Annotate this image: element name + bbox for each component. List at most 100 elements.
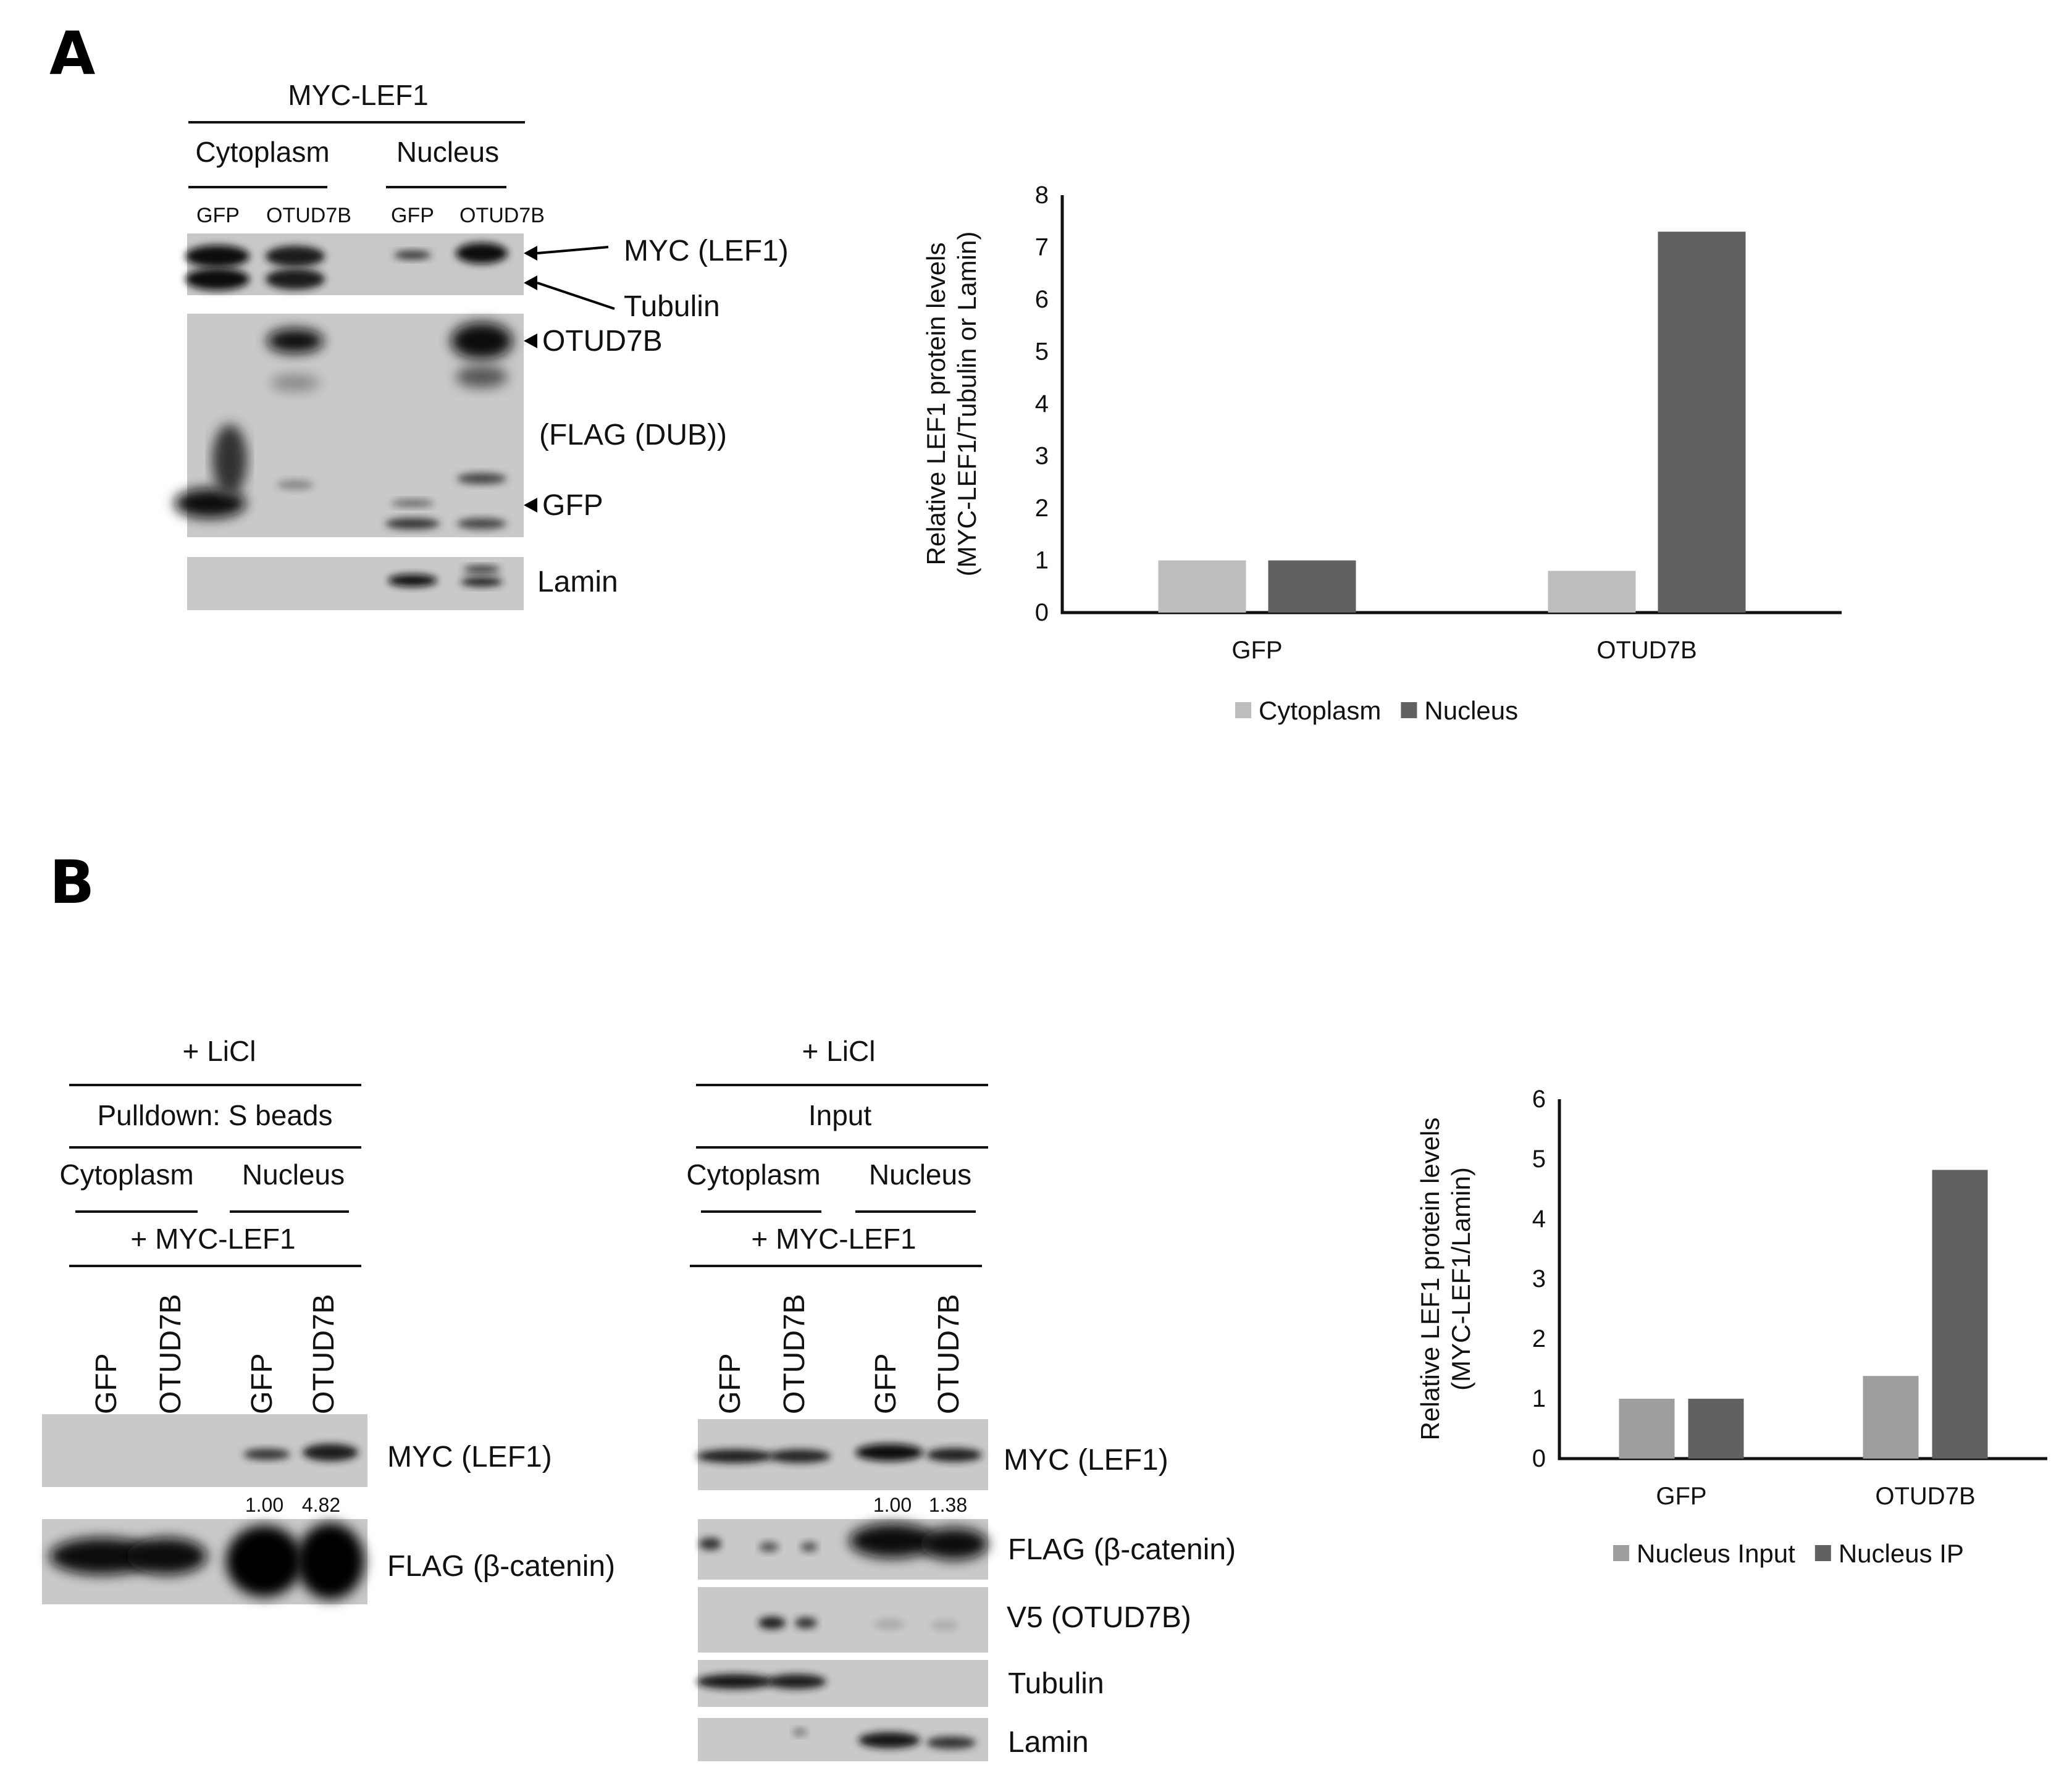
leader-tubulin bbox=[537, 282, 615, 310]
left-label-flag: FLAG (β-catenin) bbox=[387, 1550, 615, 1583]
panel-a-label-myc: MYC (LEF1) bbox=[624, 235, 789, 267]
chart-b-ytick-label-0: 0 bbox=[1532, 1445, 1546, 1472]
chart-b-legend-label-0: Nucleus Input bbox=[1637, 1539, 1795, 1568]
blot-b-mid-v5 bbox=[698, 1587, 988, 1653]
chart-a-ytick-label-7: 7 bbox=[1035, 234, 1049, 261]
chart-a-ytick-label-4: 4 bbox=[1035, 390, 1049, 417]
left-group-nucleus: Nucleus bbox=[242, 1158, 345, 1191]
chart-a-bar-gfp-1 bbox=[1268, 560, 1356, 613]
chart-b-ylabel-line2: (MYC-LEF1/Lamin) bbox=[1446, 1167, 1475, 1391]
chart-a: 0 1 2 3 4 5 6 7 8 Relative LEF1 protein levels (MY… bbox=[921, 182, 1842, 725]
mid-header3: + MYC-LEF1 bbox=[751, 1223, 916, 1255]
panel-b-label: B bbox=[49, 848, 94, 917]
arrowhead-myc bbox=[524, 246, 537, 261]
chart-a-ytick-label-2: 2 bbox=[1035, 495, 1049, 522]
chart-a-legend-swatch-1 bbox=[1401, 702, 1417, 718]
mid-lane-4: OTUD7B bbox=[933, 1294, 965, 1414]
blot-b-mid-flag bbox=[698, 1519, 988, 1580]
panel-a-label-tubulin: Tubulin bbox=[624, 290, 720, 323]
chart-a-legend-swatch-0 bbox=[1235, 702, 1251, 718]
arrowhead-tubulin bbox=[524, 275, 537, 290]
chart-a-legend-label-0: Cytoplasm bbox=[1259, 696, 1381, 725]
chart-a-ylabel-line1: Relative LEF1 protein levels bbox=[921, 243, 950, 566]
chart-b-xtick-label-1: OTUD7B bbox=[1875, 1483, 1975, 1510]
chart-a-bar-otud7b-0 bbox=[1548, 571, 1636, 613]
chart-b-legend-swatch-1 bbox=[1814, 1545, 1831, 1561]
arrowhead-otud7b bbox=[524, 333, 537, 348]
mid-group-cytoplasm: Cytoplasm bbox=[686, 1158, 820, 1191]
blot-b-mid-tubulin bbox=[697, 1660, 988, 1707]
blot-b-mid-lamin bbox=[698, 1718, 988, 1761]
chart-b-ytick-label-5: 5 bbox=[1532, 1146, 1546, 1173]
blot-a-flag bbox=[174, 314, 524, 537]
chart-a-bar-otud7b-1 bbox=[1658, 232, 1746, 613]
blot-a-lamin bbox=[187, 557, 524, 610]
chart-b-ytick-label-1: 1 bbox=[1532, 1385, 1546, 1412]
mid-quant-2: 1.38 bbox=[929, 1494, 967, 1516]
left-lane-1: GFP bbox=[90, 1353, 123, 1414]
mid-header1: + LiCl bbox=[802, 1035, 876, 1067]
chart-a-bar-gfp-0 bbox=[1158, 560, 1246, 613]
chart-b-bar-otud7b-0 bbox=[1863, 1376, 1919, 1459]
leader-myc bbox=[537, 246, 609, 254]
panel-a-group-cytoplasm: Cytoplasm bbox=[195, 136, 329, 168]
left-lane-2: OTUD7B bbox=[154, 1294, 187, 1414]
chart-b-bar-gfp-0 bbox=[1619, 1399, 1675, 1459]
chart-b: 0 1 2 3 4 5 6 Relative LEF1 protein levels (MYC-… bbox=[1416, 1086, 2047, 1568]
mid-label-lamin: Lamin bbox=[1008, 1726, 1089, 1759]
chart-a-ylabel-line2: (MYC-LEF1/Tubulin or Lamin) bbox=[952, 232, 981, 577]
blot-a-myc-tubulin bbox=[185, 233, 524, 295]
chart-b-ytick-label-2: 2 bbox=[1532, 1325, 1546, 1352]
arrowhead-gfp bbox=[524, 498, 537, 513]
blot-b-mid-myc bbox=[697, 1419, 988, 1490]
mid-header2: Input bbox=[808, 1099, 872, 1131]
panel-a-label-otud7b: OTUD7B bbox=[542, 325, 663, 358]
chart-b-ytick-label-3: 3 bbox=[1532, 1265, 1546, 1293]
blot-b-left-myc bbox=[42, 1414, 367, 1487]
left-header2: Pulldown: S beads bbox=[97, 1099, 332, 1131]
chart-a-ytick-label-8: 8 bbox=[1035, 182, 1049, 209]
chart-b-legend-label-1: Nucleus IP bbox=[1839, 1539, 1964, 1568]
mid-lane-2: OTUD7B bbox=[778, 1294, 811, 1414]
chart-a-xtick-label-1: OTUD7B bbox=[1596, 637, 1697, 664]
panel-a-label-lamin: Lamin bbox=[537, 566, 618, 598]
panel-a-group-nucleus: Nucleus bbox=[396, 136, 499, 168]
left-header1: + LiCl bbox=[183, 1035, 256, 1067]
panel-a-lane-4: OTUD7B bbox=[459, 204, 545, 227]
mid-lane-3: GFP bbox=[870, 1353, 902, 1414]
chart-b-ytick-label-4: 4 bbox=[1532, 1205, 1546, 1233]
chart-a-ytick-label-1: 1 bbox=[1035, 547, 1049, 574]
mid-group-nucleus: Nucleus bbox=[869, 1158, 971, 1191]
mid-label-myc: MYC (LEF1) bbox=[1004, 1444, 1168, 1477]
panel-a-label: A bbox=[49, 19, 95, 88]
chart-a-ytick-label-0: 0 bbox=[1035, 599, 1049, 626]
mid-lane-1: GFP bbox=[714, 1353, 747, 1414]
chart-a-legend-label-1: Nucleus bbox=[1424, 696, 1518, 725]
left-group-cytoplasm: Cytoplasm bbox=[59, 1158, 193, 1191]
chart-b-ytick-label-6: 6 bbox=[1532, 1086, 1546, 1113]
chart-a-ytick-label-3: 3 bbox=[1035, 443, 1049, 470]
chart-b-bar-otud7b-1 bbox=[1932, 1170, 1988, 1459]
chart-b-xtick-label-0: GFP bbox=[1656, 1483, 1706, 1510]
left-lane-3: GFP bbox=[246, 1353, 279, 1414]
mid-label-v5: V5 (OTUD7B) bbox=[1007, 1601, 1191, 1634]
panel-a-header-top: MYC-LEF1 bbox=[288, 79, 428, 111]
chart-b-bar-gfp-1 bbox=[1688, 1399, 1744, 1459]
mid-quant-1: 1.00 bbox=[873, 1494, 912, 1516]
blot-b-left-flag bbox=[42, 1519, 367, 1604]
left-header3: + MYC-LEF1 bbox=[130, 1223, 295, 1255]
panel-a-label-flag: (FLAG (DUB)) bbox=[539, 419, 727, 451]
panel-a-lane-1: GFP bbox=[196, 204, 240, 227]
mid-label-tubulin: Tubulin bbox=[1008, 1667, 1104, 1700]
chart-a-ytick-label-6: 6 bbox=[1035, 286, 1049, 313]
chart-a-ytick-label-5: 5 bbox=[1035, 338, 1049, 366]
chart-b-legend-swatch-0 bbox=[1613, 1545, 1629, 1561]
mid-label-flag: FLAG (β-catenin) bbox=[1008, 1533, 1236, 1566]
left-quant-1: 1.00 bbox=[245, 1494, 283, 1516]
panel-a-lane-3: GFP bbox=[391, 204, 434, 227]
panel-a-lane-2: OTUD7B bbox=[266, 204, 351, 227]
left-lane-4: OTUD7B bbox=[308, 1294, 340, 1414]
panel-a-label-gfp: GFP bbox=[542, 489, 603, 522]
chart-a-xtick-label-0: GFP bbox=[1231, 637, 1282, 664]
